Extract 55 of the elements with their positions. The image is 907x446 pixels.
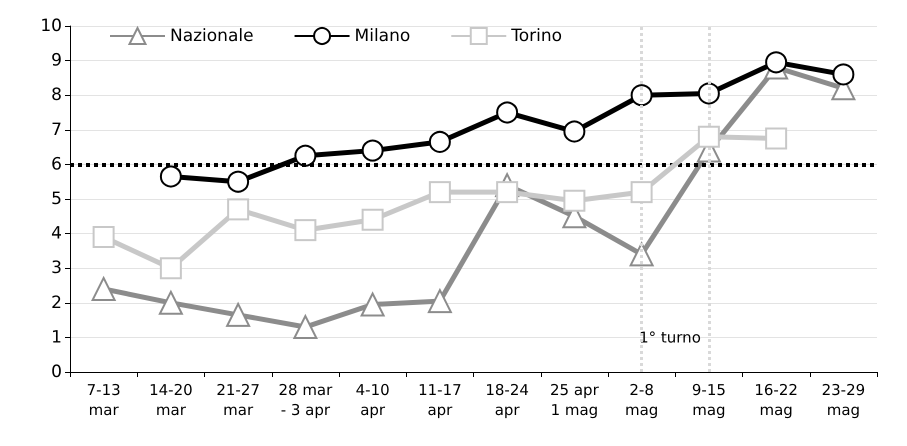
y-tick-label: 3	[51, 258, 62, 278]
legend-label: Nazionale	[170, 26, 254, 46]
x-tick-label: 11-17 apr	[418, 381, 462, 419]
point	[698, 82, 720, 104]
x-tick-label: 4-10 apr	[356, 381, 390, 419]
y-tick-label: 10	[40, 16, 62, 36]
point	[832, 63, 854, 86]
point	[630, 84, 653, 106]
x-tick-label: 9-15 mag	[692, 381, 726, 419]
point	[158, 290, 183, 315]
x-tick-label: 25 apr 1 mag	[550, 381, 600, 419]
point	[92, 276, 116, 301]
point	[496, 102, 518, 124]
x-tick-label: 18-24 apr	[485, 381, 529, 419]
point	[294, 144, 316, 167]
y-tick-label: 5	[51, 189, 62, 209]
y-tick-label: 4	[51, 224, 62, 244]
point	[360, 292, 385, 317]
y-tick-label: 2	[51, 292, 62, 313]
x-tick-label: 14-20 mar	[149, 381, 193, 419]
x-tick-label: 2-8 mag	[624, 381, 658, 419]
y-tick-label: 6	[51, 154, 62, 174]
point	[160, 257, 182, 280]
point	[765, 51, 788, 74]
point	[227, 170, 250, 193]
y-tick-label: 0	[51, 362, 62, 382]
point	[428, 130, 451, 153]
x-tick-label: 21-27 mar	[216, 381, 260, 419]
point	[428, 289, 452, 314]
point	[496, 181, 518, 204]
annotation: 1° turno	[639, 328, 701, 346]
x-tick-label: 16-22 mag	[754, 381, 798, 419]
point	[428, 181, 451, 204]
point	[293, 315, 318, 340]
point	[698, 126, 720, 148]
point	[630, 181, 653, 204]
point	[226, 302, 250, 327]
y-tick-label: 9	[51, 50, 62, 71]
legend-label: Torino	[510, 26, 562, 46]
point	[160, 166, 182, 188]
point	[362, 140, 384, 162]
y-tick-label: 1	[51, 327, 62, 348]
point	[563, 190, 586, 212]
point	[92, 226, 115, 248]
y-tick-label: 7	[51, 120, 62, 140]
point	[227, 198, 250, 220]
point	[563, 120, 586, 143]
point	[765, 127, 788, 150]
legend-label: Milano	[354, 26, 410, 46]
point	[362, 208, 384, 231]
x-tick-label: 23-29 mag	[822, 381, 866, 419]
point	[294, 219, 316, 242]
x-tick-label: 7-13 mar	[86, 381, 121, 419]
x-tick-label: 28 mar - 3 apr	[278, 381, 334, 419]
y-tick-label: 8	[51, 85, 62, 106]
